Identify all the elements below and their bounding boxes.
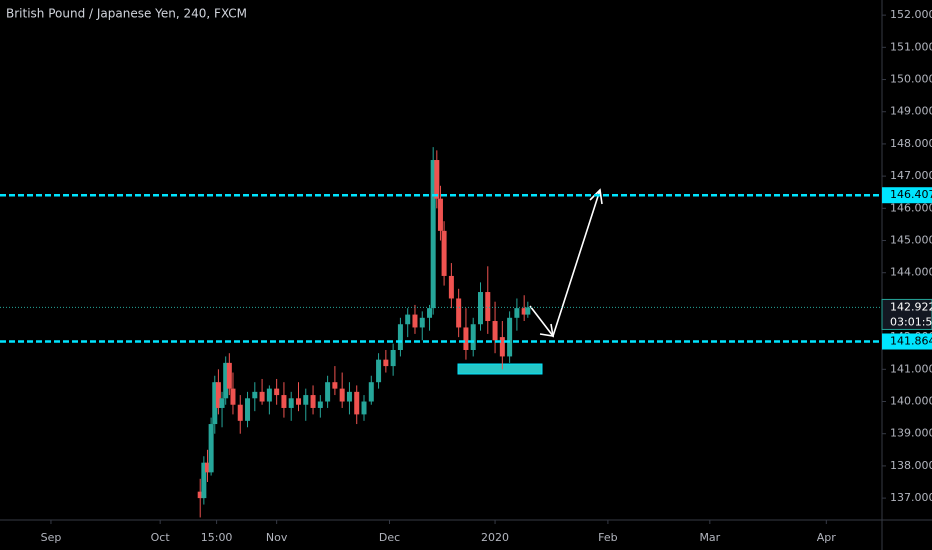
- y-tick-label: 147.000: [890, 169, 932, 182]
- candle-body: [383, 359, 389, 367]
- support-zone: [457, 363, 543, 375]
- candle-body: [430, 160, 436, 309]
- x-tick-label: 15:00: [201, 531, 233, 544]
- arrow-head: [539, 323, 554, 337]
- candle-body: [252, 391, 258, 399]
- candle-body: [412, 314, 418, 328]
- x-tick-label: Apr: [817, 531, 837, 544]
- y-tick-label: 138.000: [890, 459, 932, 472]
- candle-body: [259, 391, 265, 402]
- y-tick-label: 139.000: [890, 427, 932, 440]
- y-tick-label: 140.000: [890, 395, 932, 408]
- candle-body: [295, 398, 301, 405]
- candle-body: [507, 317, 513, 357]
- x-tick-label: 2020: [481, 531, 509, 544]
- x-tick-label: Feb: [598, 531, 617, 544]
- candle-body: [354, 391, 360, 415]
- candle-body: [226, 362, 232, 389]
- candle-body: [525, 307, 531, 315]
- candle-body: [197, 491, 203, 499]
- candle-body: [212, 382, 218, 425]
- candle-body: [346, 391, 352, 402]
- candle-body: [397, 324, 403, 350]
- candle-body: [376, 359, 382, 383]
- level-label: 146.407: [890, 188, 932, 201]
- candle-body: [201, 462, 207, 499]
- candle-body: [463, 327, 469, 350]
- y-tick-label: 150.000: [890, 73, 932, 86]
- x-tick-label: Mar: [699, 531, 720, 544]
- y-tick-label: 151.000: [890, 40, 932, 53]
- y-tick-label: 137.000: [890, 491, 932, 504]
- candle-body: [339, 388, 345, 402]
- candle-body: [230, 388, 236, 405]
- candle-body: [419, 317, 425, 328]
- last-price-label: 142.922: [890, 300, 932, 313]
- candle-body: [470, 324, 476, 350]
- candle-body: [485, 292, 491, 322]
- y-tick-label: 146.000: [890, 201, 932, 214]
- x-tick-label: Sep: [41, 531, 62, 544]
- y-tick-label: 149.000: [890, 105, 932, 118]
- candle-body: [492, 321, 498, 341]
- candle-body: [274, 388, 280, 396]
- level-label-box: [882, 333, 932, 350]
- candle-body: [325, 382, 331, 402]
- candle-body: [303, 395, 309, 405]
- candle-body: [266, 388, 272, 402]
- candle-body: [204, 462, 210, 473]
- y-tick-label: 144.000: [890, 266, 932, 279]
- candle-body: [441, 230, 447, 276]
- last-price-box: [881, 298, 932, 330]
- candle-body: [208, 424, 214, 473]
- candle-body: [361, 401, 367, 415]
- candle-body: [332, 382, 338, 389]
- candle-body: [456, 298, 462, 328]
- candle-body: [477, 292, 483, 325]
- candle-body: [245, 398, 251, 421]
- y-tick-label: 152.000: [890, 8, 932, 21]
- level-label: 141.864: [890, 334, 932, 347]
- x-tick-label: Dec: [379, 531, 400, 544]
- candle-body: [448, 275, 454, 299]
- candle-body: [521, 308, 527, 315]
- candle-body: [223, 362, 229, 399]
- level-label-box: [882, 187, 932, 204]
- chart-title: British Pound / Japanese Yen, 240, FXCM: [6, 7, 247, 21]
- candle-body: [237, 404, 243, 421]
- candle-body: [368, 382, 374, 402]
- candle-body: [390, 349, 396, 367]
- candle-body: [215, 382, 221, 408]
- x-tick-label: Nov: [266, 531, 288, 544]
- candle-body: [317, 401, 323, 408]
- candle-body: [288, 398, 294, 408]
- candle-body: [514, 308, 520, 318]
- candle-body: [310, 395, 316, 408]
- candle-body: [434, 160, 440, 199]
- y-tick-label: 148.000: [890, 137, 932, 150]
- candle-body: [219, 398, 225, 408]
- y-tick-label: 145.000: [890, 234, 932, 247]
- candle-body: [499, 337, 505, 357]
- candle-body: [427, 308, 433, 318]
- arrow-head: [589, 188, 603, 205]
- candle-body: [437, 198, 443, 231]
- y-tick-label: 141.000: [890, 362, 932, 375]
- x-tick-label: Oct: [151, 531, 171, 544]
- candle-body: [405, 314, 411, 325]
- candle-body: [281, 395, 287, 408]
- countdown: 03:01:51: [890, 315, 932, 328]
